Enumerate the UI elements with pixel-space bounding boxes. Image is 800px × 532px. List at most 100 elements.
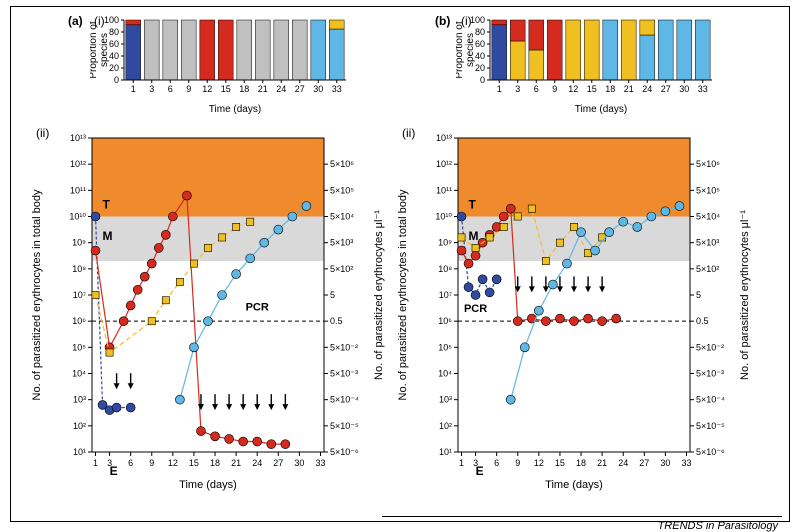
svg-text:PCR: PCR bbox=[246, 302, 269, 314]
svg-text:E: E bbox=[476, 464, 484, 478]
svg-text:9: 9 bbox=[552, 84, 557, 94]
svg-text:5×10⁻⁶: 5×10⁻⁶ bbox=[696, 447, 725, 457]
svg-text:30: 30 bbox=[679, 84, 689, 94]
svg-text:9: 9 bbox=[149, 458, 154, 468]
svg-text:10⁵: 10⁵ bbox=[438, 342, 452, 352]
svg-text:6: 6 bbox=[494, 458, 499, 468]
svg-text:3: 3 bbox=[149, 84, 154, 94]
svg-text:10³: 10³ bbox=[73, 395, 86, 405]
svg-text:10¹⁰: 10¹⁰ bbox=[435, 212, 452, 222]
svg-text:5×10⁶: 5×10⁶ bbox=[696, 159, 720, 169]
footer-credit: TRENDS in Parasitology bbox=[658, 520, 778, 532]
svg-text:10⁹: 10⁹ bbox=[438, 238, 452, 248]
line-chart-b: 10¹10²10³10⁴10⁵10⁶10⁷10⁸10⁹10¹⁰10¹¹10¹²1… bbox=[388, 126, 758, 496]
svg-text:Time (days): Time (days) bbox=[209, 104, 261, 115]
svg-text:5×10²: 5×10² bbox=[696, 264, 719, 274]
svg-text:Time (days): Time (days) bbox=[179, 479, 237, 491]
bar-chart-b: Proportion ofspecies02040608010013691215… bbox=[456, 16, 716, 116]
svg-text:40: 40 bbox=[475, 51, 485, 61]
svg-text:10²: 10² bbox=[73, 421, 86, 431]
svg-text:27: 27 bbox=[273, 458, 283, 468]
svg-text:10⁴: 10⁴ bbox=[438, 369, 452, 379]
svg-text:Proportion ofspecies: Proportion ofspecies bbox=[456, 21, 476, 78]
svg-text:5×10³: 5×10³ bbox=[330, 238, 353, 248]
svg-text:24: 24 bbox=[252, 458, 262, 468]
svg-text:21: 21 bbox=[624, 84, 634, 94]
bar-chart-a: Proportion ofspecies02040608010013691215… bbox=[90, 16, 350, 116]
svg-text:5×10⁻⁵: 5×10⁻⁵ bbox=[696, 421, 725, 431]
svg-text:10⁶: 10⁶ bbox=[438, 316, 452, 326]
svg-text:10⁸: 10⁸ bbox=[438, 264, 452, 274]
svg-text:27: 27 bbox=[661, 84, 671, 94]
svg-text:80: 80 bbox=[475, 27, 485, 37]
svg-text:0: 0 bbox=[114, 75, 119, 85]
svg-text:5×10⁻²: 5×10⁻² bbox=[330, 342, 358, 352]
svg-text:No. of parasitized erythrocyte: No. of parasitized erythrocytes in total… bbox=[397, 189, 409, 400]
svg-text:Proportion ofspecies: Proportion ofspecies bbox=[90, 21, 110, 78]
svg-text:30: 30 bbox=[660, 458, 670, 468]
svg-text:1: 1 bbox=[497, 84, 502, 94]
svg-text:12: 12 bbox=[534, 458, 544, 468]
svg-text:27: 27 bbox=[639, 458, 649, 468]
svg-text:E: E bbox=[110, 464, 118, 478]
svg-text:T: T bbox=[469, 198, 477, 212]
svg-text:24: 24 bbox=[642, 84, 652, 94]
svg-text:0.5: 0.5 bbox=[330, 316, 343, 326]
svg-text:10⁴: 10⁴ bbox=[72, 369, 86, 379]
svg-text:6: 6 bbox=[168, 84, 173, 94]
svg-text:18: 18 bbox=[239, 84, 249, 94]
svg-text:21: 21 bbox=[231, 458, 241, 468]
svg-text:10⁷: 10⁷ bbox=[73, 290, 86, 300]
svg-text:24: 24 bbox=[276, 84, 286, 94]
svg-text:18: 18 bbox=[210, 458, 220, 468]
svg-text:Time (days): Time (days) bbox=[545, 479, 603, 491]
svg-text:10¹¹: 10¹¹ bbox=[436, 185, 452, 195]
svg-text:1: 1 bbox=[131, 84, 136, 94]
svg-text:15: 15 bbox=[221, 84, 231, 94]
footer-rule bbox=[382, 516, 782, 518]
svg-text:5×10⁻⁴: 5×10⁻⁴ bbox=[330, 395, 359, 405]
svg-text:10¹: 10¹ bbox=[439, 447, 452, 457]
svg-text:10¹⁰: 10¹⁰ bbox=[69, 212, 86, 222]
svg-text:0: 0 bbox=[480, 75, 485, 85]
svg-text:10¹¹: 10¹¹ bbox=[70, 185, 86, 195]
svg-text:3: 3 bbox=[515, 84, 520, 94]
svg-text:24: 24 bbox=[618, 458, 628, 468]
svg-text:10⁶: 10⁶ bbox=[72, 316, 86, 326]
svg-text:5×10⁴: 5×10⁴ bbox=[696, 212, 720, 222]
svg-text:5: 5 bbox=[696, 290, 701, 300]
svg-text:15: 15 bbox=[189, 458, 199, 468]
svg-text:10¹²: 10¹² bbox=[70, 159, 86, 169]
svg-text:10⁷: 10⁷ bbox=[439, 290, 452, 300]
svg-text:60: 60 bbox=[109, 39, 119, 49]
svg-text:5×10⁻⁶: 5×10⁻⁶ bbox=[330, 447, 359, 457]
svg-text:10¹³: 10¹³ bbox=[436, 133, 452, 143]
svg-text:No. of parasitized erythrocyte: No. of parasitized erythrocytes in total… bbox=[31, 189, 43, 400]
svg-text:100: 100 bbox=[470, 16, 485, 25]
svg-text:15: 15 bbox=[587, 84, 597, 94]
svg-text:5×10²: 5×10² bbox=[330, 264, 353, 274]
svg-text:33: 33 bbox=[681, 458, 691, 468]
svg-text:12: 12 bbox=[168, 458, 178, 468]
figure-root: (a) (i) (b) (i) (ii) (ii) Proportion ofs… bbox=[0, 0, 800, 532]
svg-text:Time (days): Time (days) bbox=[575, 104, 627, 115]
svg-text:5×10³: 5×10³ bbox=[696, 238, 719, 248]
svg-text:5×10⁴: 5×10⁴ bbox=[330, 212, 354, 222]
svg-text:5×10⁻³: 5×10⁻³ bbox=[696, 369, 724, 379]
svg-text:33: 33 bbox=[698, 84, 708, 94]
svg-text:33: 33 bbox=[332, 84, 342, 94]
svg-text:6: 6 bbox=[128, 458, 133, 468]
svg-text:80: 80 bbox=[109, 27, 119, 37]
svg-text:5×10⁶: 5×10⁶ bbox=[330, 159, 354, 169]
svg-text:20: 20 bbox=[475, 63, 485, 73]
svg-text:40: 40 bbox=[109, 51, 119, 61]
svg-text:100: 100 bbox=[104, 16, 119, 25]
svg-text:10⁹: 10⁹ bbox=[72, 238, 86, 248]
svg-text:5×10⁻⁵: 5×10⁻⁵ bbox=[330, 421, 359, 431]
svg-text:5×10⁵: 5×10⁵ bbox=[330, 185, 354, 195]
svg-text:12: 12 bbox=[202, 84, 212, 94]
svg-text:No. of parasitized erythrocyte: No. of parasitized erythrocytes μl⁻¹ bbox=[373, 210, 385, 380]
panel-b-label: (b) bbox=[435, 14, 450, 28]
panel-a-label: (a) bbox=[68, 14, 83, 28]
svg-text:21: 21 bbox=[597, 458, 607, 468]
